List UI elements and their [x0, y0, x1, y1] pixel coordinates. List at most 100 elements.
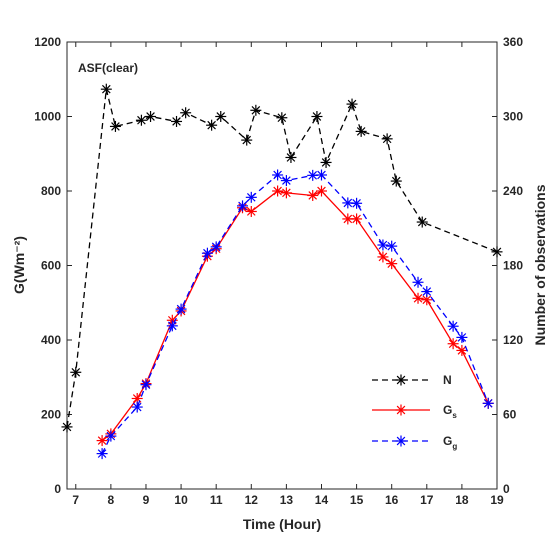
series-gs-point-17-stroke-3 [387, 259, 397, 268]
series-gg-point-7-stroke-3 [211, 242, 221, 252]
series-n-point-15-stroke-3 [321, 158, 331, 167]
series-gg-point-13 [315, 169, 327, 181]
x-tick-label-3: 10 [174, 493, 188, 507]
legend: N Gs Gg [372, 373, 457, 451]
series-gs-point-2-stroke-3 [132, 394, 142, 403]
series-gg-point-16-stroke-3 [378, 240, 388, 250]
annotation-label: ASF(clear) [78, 61, 138, 75]
series-gg-point-0-stroke-3 [97, 449, 107, 458]
series-gs-point-11 [280, 187, 292, 199]
legend-marker-gg [395, 435, 407, 447]
ticks-layer: 7 8 9 10 11 12 13 14 15 16 17 18 1902004006008001000… [34, 35, 523, 507]
series-gg-point-21 [456, 331, 468, 343]
y-left-tick-label-4: 800 [41, 184, 61, 198]
series-gs-point-20 [447, 338, 459, 350]
series-gs-point-0-stroke-3 [97, 436, 107, 445]
series-gs-point-15-stroke-3 [352, 214, 361, 224]
series-n-point-8-stroke-3 [207, 120, 216, 130]
series-gs-point-15 [351, 213, 363, 225]
x-tick-label-1: 8 [108, 493, 115, 507]
legend-marker-stroke-0-3 [396, 375, 406, 385]
series-gs-point-17 [386, 258, 398, 270]
series-n-point-2-stroke-3 [102, 84, 111, 94]
series-n-point-3 [109, 120, 121, 132]
series-n-point-3-stroke-3 [111, 122, 120, 131]
series-gs-point-19-stroke-3 [422, 295, 432, 305]
series-n-point-12-stroke-3 [277, 113, 287, 123]
legend-marker-n [395, 374, 407, 386]
series-gg-point-18 [412, 276, 424, 288]
legend-label-n: N [443, 373, 452, 387]
series-n-point-0-stroke-3 [62, 422, 72, 432]
series-gg-point-17-stroke-3 [387, 241, 397, 251]
series-n-point-16-stroke-3 [347, 99, 357, 109]
series-gg-point-11 [280, 175, 292, 187]
legend-label-gg: Gg [443, 434, 457, 451]
series-n-point-9-stroke-3 [216, 112, 226, 121]
series-gg-point-4 [166, 320, 178, 332]
y-right-tick-label-6: 360 [503, 35, 523, 49]
legend-label-gs: Gs [443, 403, 457, 420]
series-gg-point-9 [245, 191, 257, 203]
series-n-point-11 [250, 104, 262, 116]
series-gs-point-14-stroke-3 [343, 214, 353, 224]
series-layer [61, 83, 503, 460]
series-gg-point-1 [105, 430, 117, 442]
series-gg-point-19 [421, 286, 433, 298]
series-gs-point-13 [315, 185, 327, 197]
series-gg-point-13-stroke-3 [317, 170, 326, 180]
series-gg-point-20 [447, 320, 459, 332]
series-gs-point-10 [272, 185, 284, 197]
series-gg-point-11-stroke-3 [282, 176, 291, 185]
series-n-point-4-stroke-3 [137, 115, 146, 125]
series-gg-point-20-stroke-3 [448, 321, 458, 331]
series-gg-point-21-stroke-3 [457, 333, 467, 342]
series-gg-point-0 [96, 448, 108, 460]
series-n-point-2 [100, 83, 112, 95]
series-n-point-6-stroke-3 [172, 117, 181, 126]
series-gs-point-18-stroke-3 [413, 293, 423, 303]
series-gs-point-16-stroke-3 [378, 252, 388, 262]
series-gg-point-10 [272, 169, 284, 181]
series-gg-point-5 [175, 303, 187, 315]
series-gg-point-16 [377, 239, 389, 251]
y-right-tick-label-4: 240 [503, 184, 523, 198]
y-left-tick-label-3: 600 [41, 259, 61, 273]
y-left-tick-label-2: 400 [41, 333, 61, 347]
series-line-n [66, 89, 498, 428]
series-n-point-9 [215, 111, 227, 122]
series-n-point-11-stroke-3 [251, 105, 261, 115]
series-n-point-13-stroke-3 [286, 153, 296, 162]
y-right-tick-label-1: 60 [503, 408, 517, 422]
x-tick-label-12: 19 [490, 493, 504, 507]
legend-entry-gg: Gg [372, 434, 457, 451]
series-gg-point-12-stroke-3 [308, 171, 318, 180]
series-gg-point-8 [237, 200, 249, 212]
series-n-point-13 [285, 151, 297, 163]
series-gg-point-9-stroke-3 [246, 193, 256, 202]
x-tick-label-4: 11 [210, 493, 223, 507]
y-right-tick-label-3: 180 [503, 259, 523, 273]
series-n-point-7 [180, 107, 192, 119]
series-n-point-10 [241, 134, 253, 146]
series-gs-point-13-stroke-3 [317, 186, 326, 196]
series-n-point-14-stroke-3 [312, 112, 322, 121]
y-axis-right-title: Number of observations [532, 184, 548, 345]
series-gs-point-12-stroke-3 [308, 191, 318, 200]
series-n-point-16 [346, 98, 358, 110]
series-gg-point-1-stroke-3 [106, 431, 116, 441]
series-n-point-20-stroke-3 [417, 217, 427, 227]
series-gg-point-2-stroke-3 [132, 402, 142, 412]
y-left-tick-label-5: 1000 [34, 110, 61, 124]
y-left-tick-label-1: 200 [41, 408, 61, 422]
series-n-point-7-stroke-3 [181, 108, 190, 118]
series-gs-point-9 [245, 205, 257, 217]
legend-marker-stroke-2-3 [396, 436, 406, 446]
legend-label-gs-sub: s [452, 411, 457, 420]
series-n-point-17-stroke-3 [356, 127, 366, 136]
series-gg-point-7 [210, 241, 222, 253]
legend-entry-n: N [372, 373, 452, 387]
series-gg-point-14-stroke-3 [343, 198, 353, 208]
series-n-point-10-stroke-3 [242, 135, 252, 145]
